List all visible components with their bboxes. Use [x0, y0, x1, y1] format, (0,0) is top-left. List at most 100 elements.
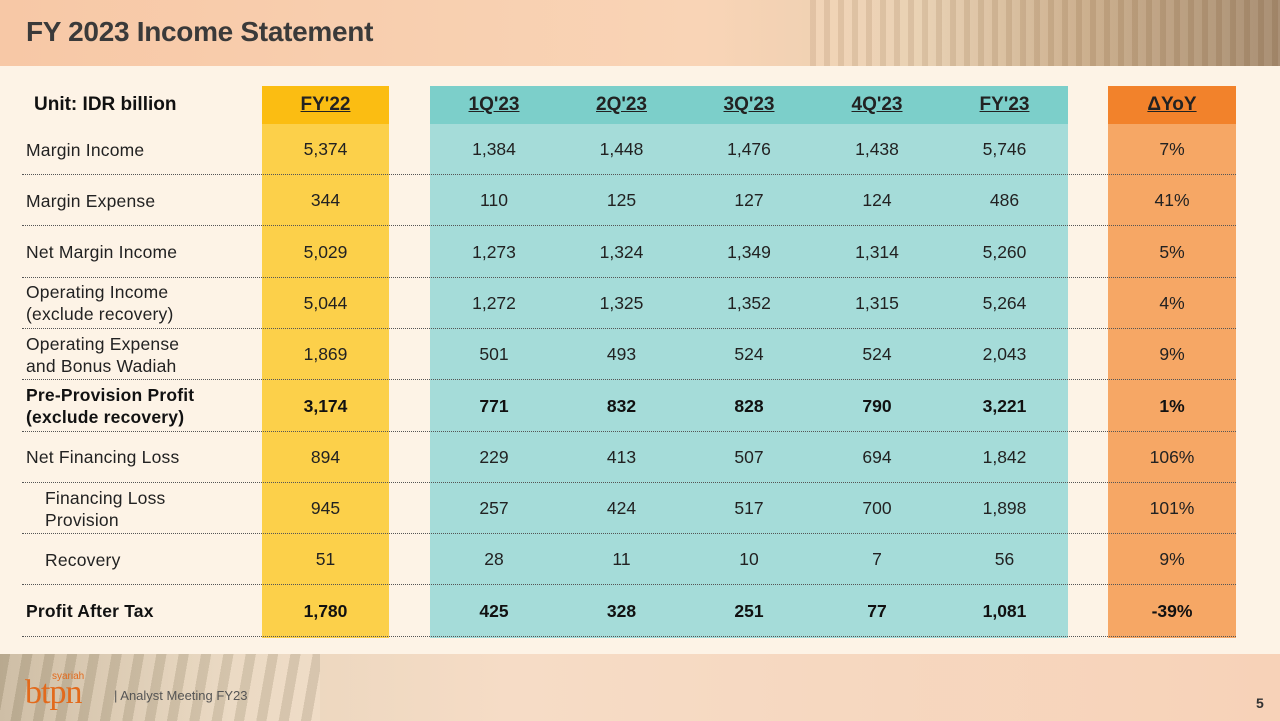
cell-yoy: 41% — [1154, 190, 1190, 211]
cell-q3: 1,349 — [727, 241, 771, 262]
cell-q2: 328 — [606, 600, 637, 621]
cell-q1: 229 — [479, 446, 509, 467]
cell-q4: 694 — [862, 446, 892, 467]
table-row: Net Financing Loss 894 229 413 507 694 1,842 10… — [22, 432, 1236, 483]
row-label: Profit After Tax — [26, 586, 154, 637]
quarter-columns-panel — [430, 86, 1068, 638]
cell-q4: 1,438 — [855, 139, 899, 159]
cell-fy23: 5,260 — [982, 241, 1027, 262]
cell-fy23: 5,264 — [982, 292, 1027, 313]
footer-caption: | Analyst Meeting FY23 — [114, 688, 248, 703]
fy22-header-band — [262, 86, 389, 124]
row-divider — [22, 225, 1236, 227]
table-row: Margin Income 5,374 1,384 1,448 1,476 1,438 5,… — [22, 124, 1236, 175]
column-header-fy23: FY'23 — [979, 94, 1030, 115]
cell-yoy: 101% — [1149, 498, 1195, 519]
row-label-text: Pre-Provision Profit (exclude recovery) — [26, 385, 195, 427]
cell-yoy: 1% — [1159, 395, 1185, 416]
header-photo — [810, 0, 1280, 66]
cell-fy22: 894 — [310, 446, 341, 467]
table-row: Financing Loss Provision 945 257 424 517 700 1… — [22, 483, 1236, 535]
row-divider — [22, 481, 1236, 483]
cell-q4: 7 — [872, 549, 882, 570]
quarter-header-band — [430, 86, 1068, 124]
cell-q2: 11 — [612, 549, 631, 570]
cell-yoy: 9% — [1159, 344, 1185, 365]
footer-bar — [0, 654, 1280, 721]
cell-q3: 10 — [739, 549, 759, 570]
page-number: 5 — [1256, 695, 1264, 711]
cell-yoy: 9% — [1159, 549, 1185, 570]
table-row: Operating Income (exclude recovery) 5,044… — [22, 278, 1236, 329]
column-header-yoy: ΔYoY — [1147, 94, 1197, 115]
cell-q1: 1,272 — [472, 292, 516, 313]
row-divider — [22, 379, 1236, 381]
cell-q1: 28 — [484, 549, 504, 570]
row-label: Recovery — [45, 534, 121, 585]
cell-yoy: 106% — [1149, 446, 1195, 467]
cell-fy22: 51 — [315, 549, 336, 570]
cell-q1: 1,273 — [472, 241, 516, 262]
table-row: Pre-Provision Profit (exclude recovery) 3… — [22, 381, 1236, 432]
column-header-fy22: FY'22 — [300, 94, 351, 115]
cell-q3: 1,352 — [727, 292, 771, 313]
cell-q1: 257 — [479, 498, 509, 519]
table-row: Margin Expense 344 110 125 127 124 486 41% — [22, 175, 1236, 227]
row-divider — [22, 430, 1236, 432]
btpn-logo: btpn — [25, 674, 82, 711]
row-label: Financing Loss Provision — [45, 483, 166, 534]
cell-q3: 127 — [734, 190, 764, 211]
row-label-text: Operating Expense and Bonus Wadiah — [26, 333, 180, 376]
cell-q1: 425 — [479, 600, 509, 621]
cell-q4: 124 — [862, 190, 892, 211]
cell-fy23: 56 — [994, 549, 1015, 570]
row-label-text: Profit After Tax — [26, 601, 154, 622]
cell-q2: 493 — [606, 344, 637, 365]
row-label-text: Operating Income (exclude recovery) — [26, 282, 174, 325]
row-label: Pre-Provision Profit (exclude recovery) — [26, 381, 194, 432]
cell-q4: 1,314 — [855, 241, 899, 262]
cell-yoy: -39% — [1151, 600, 1193, 621]
cell-yoy: 5% — [1159, 241, 1185, 262]
row-divider — [22, 327, 1236, 329]
page-title: FY 2023 Income Statement — [26, 16, 374, 47]
cell-q2: 1,448 — [599, 139, 644, 159]
cell-q1: 771 — [479, 395, 509, 416]
row-label-text: Financing Loss Provision — [45, 487, 166, 530]
cell-yoy: 4% — [1159, 292, 1185, 313]
row-label: Margin Expense — [26, 175, 155, 226]
cell-q4: 77 — [867, 600, 887, 621]
cell-q2: 424 — [606, 498, 637, 519]
cell-fy22: 945 — [310, 498, 341, 519]
header-bar — [0, 0, 1280, 66]
yoy-header-band — [1108, 86, 1236, 124]
cell-fy22: 344 — [310, 190, 341, 211]
cell-fy23: 3,221 — [982, 395, 1027, 416]
row-divider — [22, 533, 1236, 535]
row-divider — [22, 276, 1236, 278]
cell-q1: 501 — [479, 344, 509, 365]
table-row: Recovery 51 28 11 10 7 56 9% — [22, 534, 1236, 586]
column-header-3q23: 3Q'23 — [723, 94, 775, 115]
cell-q3: 828 — [734, 395, 764, 416]
row-divider — [22, 584, 1236, 586]
cell-fy22: 1,869 — [303, 344, 348, 365]
cell-q4: 1,315 — [855, 292, 899, 313]
column-header-4q23: 4Q'23 — [851, 94, 903, 115]
cell-q3: 507 — [734, 446, 764, 467]
row-label-text: Net Financing Loss — [26, 447, 180, 468]
row-label: Operating Income (exclude recovery) — [26, 278, 174, 329]
cell-yoy: 7% — [1159, 139, 1185, 159]
cell-fy23: 1,898 — [982, 498, 1027, 519]
unit-label: Unit: IDR billion — [34, 94, 177, 115]
table-row: Operating Expense and Bonus Wadiah 1,869 5… — [22, 329, 1236, 381]
table-row: Net Margin Income 5,029 1,273 1,324 1,349 1,3… — [22, 227, 1236, 278]
row-label-text: Margin Expense — [26, 190, 156, 211]
cell-fy22: 1,780 — [303, 600, 348, 621]
row-label: Margin Income — [26, 124, 144, 175]
logo-subtext: syariah — [52, 671, 85, 682]
cell-q2: 832 — [606, 395, 637, 416]
yoy-column-panel — [1108, 86, 1236, 638]
cell-fy23: 1,081 — [982, 600, 1027, 621]
row-label: Net Margin Income — [26, 227, 177, 278]
